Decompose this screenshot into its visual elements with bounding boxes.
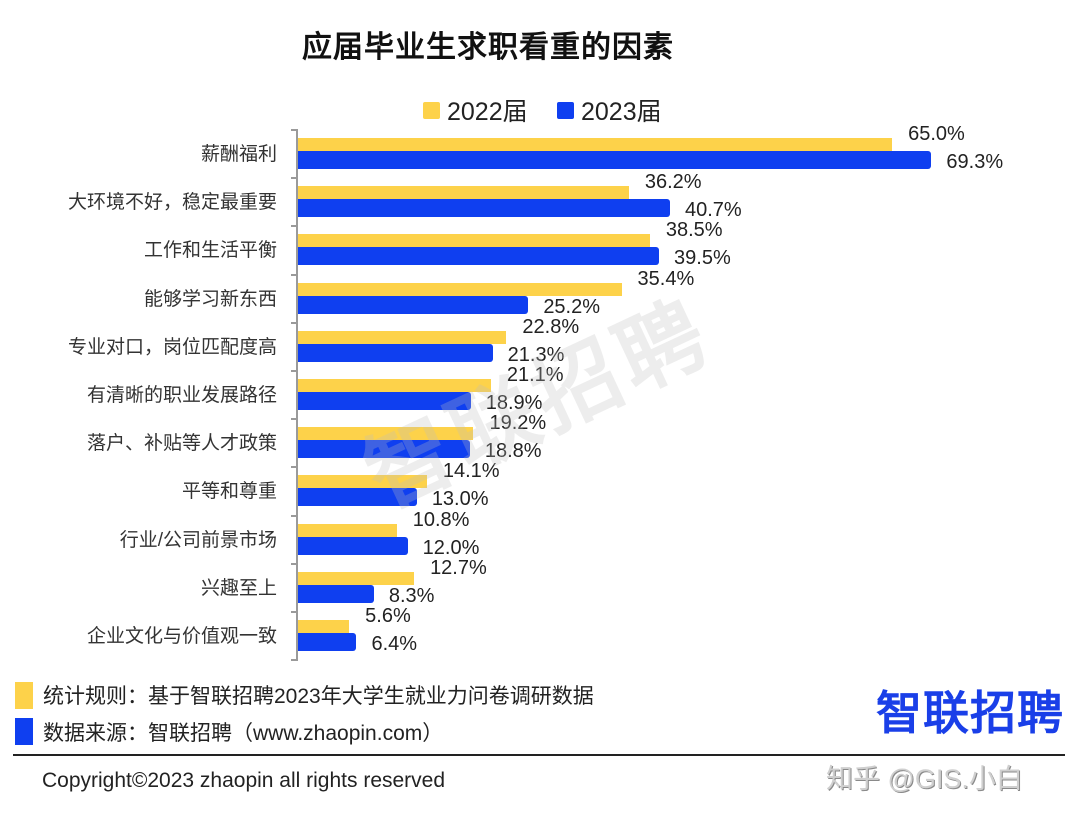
bar-2022 [298, 282, 622, 296]
bar-2022 [298, 620, 350, 633]
value-label-2022: 35.4% [637, 267, 695, 290]
bar-2023 [298, 343, 493, 362]
category-label: 薪酬福利 [200, 144, 277, 165]
bar-2023 [298, 247, 660, 266]
bar-2022 [298, 523, 397, 537]
value-label-2022: 21.1% [506, 364, 564, 386]
y-axis-tick [291, 370, 297, 372]
chart-title: 应届毕业生求职看重的因素 [302, 31, 674, 64]
legend-label-2022: 2022届 [447, 98, 528, 126]
zhihu-credit-watermark: 知乎 @GIS.小白 [826, 764, 1023, 794]
value-label-2022: 38.5% [665, 219, 723, 242]
bar-2023 [298, 633, 357, 651]
legend-swatch-2022 [423, 101, 440, 119]
y-axis-tick [291, 611, 297, 613]
category-label: 行业/公司前景市场 [119, 529, 277, 551]
value-label-2023: 8.3% [388, 584, 435, 607]
y-axis-tick [291, 225, 297, 228]
value-label-2023: 6.4% [371, 633, 418, 655]
legend-swatch-2023 [557, 101, 574, 119]
bar-2023 [298, 151, 932, 169]
bar-2023 [298, 392, 471, 410]
y-axis-tick [291, 273, 297, 276]
legend-item-2023: 2023届 [557, 94, 662, 126]
bar-2023 [298, 199, 670, 218]
value-label-2022: 5.6% [365, 605, 411, 627]
value-label-2022: 12.7% [430, 556, 487, 579]
data-source-note: 数据来源：智联招聘（www.zhaopin.com） [43, 722, 444, 745]
bar-2022 [298, 427, 474, 441]
value-label-2022: 65.0% [908, 123, 965, 145]
bar-2022 [298, 571, 415, 585]
bar-2022 [298, 379, 491, 392]
footer-divider [13, 754, 1065, 756]
value-label-2023: 25.2% [543, 295, 601, 318]
value-label-2023: 40.7% [684, 199, 742, 222]
y-axis-tick [291, 129, 297, 131]
y-axis-tick [291, 514, 297, 517]
value-label-2023: 18.8% [484, 440, 542, 463]
bar-2023 [298, 488, 417, 507]
legend-label-2023: 2023届 [581, 98, 662, 126]
category-label: 落户、补贴等人才政策 [86, 433, 277, 455]
value-label-2022: 22.8% [522, 315, 580, 338]
y-axis-tick [291, 659, 297, 662]
category-label: 大环境不好，稳定最重要 [67, 192, 277, 214]
y-axis-tick [291, 177, 297, 180]
value-label-2022: 19.2% [489, 412, 547, 435]
bar-2023 [298, 440, 470, 459]
bar-2023 [298, 295, 529, 314]
category-label: 平等和尊重 [181, 481, 277, 503]
category-label: 专业对口，岗位匹配度高 [67, 336, 277, 358]
category-label: 能够学习新东西 [143, 288, 277, 310]
category-label: 有清晰的职业发展路径 [86, 385, 277, 406]
value-label-2022: 14.1% [442, 460, 500, 483]
y-axis-tick [291, 321, 297, 324]
y-axis-tick [291, 562, 297, 565]
copyright-text: Copyright©2023 zhaopin all rights reserv… [42, 769, 446, 792]
bar-2022 [298, 475, 427, 489]
note-swatch-blue [15, 718, 33, 745]
value-label-2023: 21.3% [507, 343, 565, 366]
bar-2023 [298, 536, 408, 555]
bar-2022 [298, 138, 893, 151]
category-label: 工作和生活平衡 [143, 240, 277, 262]
y-axis-line [296, 129, 298, 661]
bar-2022 [298, 234, 650, 248]
category-label: 企业文化与价值观一致 [86, 626, 277, 647]
note-swatch-yellow [15, 682, 33, 709]
bar-2022 [298, 330, 507, 344]
y-axis-tick [291, 418, 297, 421]
legend-item-2022: 2022届 [423, 94, 528, 126]
value-label-2022: 36.2% [644, 171, 702, 194]
value-label-2022: 10.8% [412, 508, 470, 531]
value-label-2023: 13.0% [431, 488, 489, 511]
bar-2023 [298, 584, 374, 603]
value-label-2023: 12.0% [422, 536, 480, 559]
value-label-2023: 39.5% [674, 247, 731, 270]
bar-2022 [298, 186, 629, 200]
value-label-2023: 18.9% [485, 392, 543, 414]
y-axis-tick [291, 466, 297, 469]
category-label: 兴趣至上 [200, 577, 277, 599]
value-label-2023: 69.3% [946, 151, 1004, 173]
zhaopin-logo: 智联招聘 [876, 687, 1064, 739]
stat-rule-note: 统计规则：基于智联招聘2023年大学生就业力问卷调研数据 [43, 685, 594, 708]
